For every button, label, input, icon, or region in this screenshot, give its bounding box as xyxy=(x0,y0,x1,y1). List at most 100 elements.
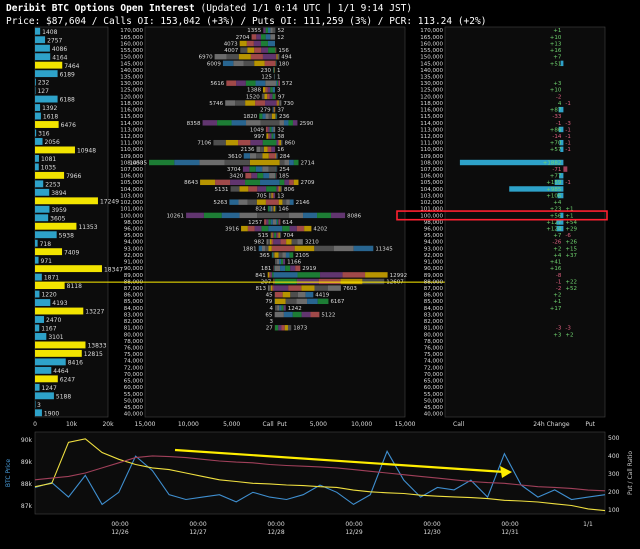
call-oi-bar xyxy=(271,146,275,152)
change-call-label: +4 xyxy=(553,200,562,206)
call-oi-value: 515 xyxy=(258,233,269,239)
call-oi-bar xyxy=(245,100,256,106)
put-oi-bar xyxy=(279,305,282,311)
change-bar xyxy=(560,60,564,67)
put-oi-value: 52 xyxy=(277,28,284,34)
call-oi-bar xyxy=(270,285,273,291)
call-oi-bar xyxy=(273,239,275,245)
put-oi-bar xyxy=(275,80,277,86)
left-bar xyxy=(35,70,58,78)
strike-label: 83,000 xyxy=(124,312,144,318)
strike-label: 102,000 xyxy=(120,200,143,206)
call-oi-bar xyxy=(243,153,250,159)
center-x-tick: 10,000 xyxy=(351,421,372,428)
change-strike-label: 155,000 xyxy=(420,48,443,54)
left-bar-label: 1618 xyxy=(43,114,58,121)
call-oi-bar xyxy=(224,159,250,166)
change-strike-label: 114,000 xyxy=(420,121,443,127)
call-oi-bar xyxy=(272,252,274,258)
call-oi-bar xyxy=(247,225,255,232)
call-oi-bar xyxy=(273,272,275,278)
strike-label: 86,000 xyxy=(124,293,144,299)
left-bar xyxy=(35,333,47,340)
put-oi-bar xyxy=(283,120,289,126)
call-oi-bar xyxy=(264,219,267,225)
ts-y-tick-right: 100 xyxy=(608,507,620,514)
put-oi-value: 1 xyxy=(277,68,281,74)
strike-label: 125,000 xyxy=(120,88,143,94)
change-strike-label: 140,000 xyxy=(420,68,443,74)
left-bar-label: 3894 xyxy=(51,190,66,197)
title-updated: (Updated 1/1 0:14 UTC | 1/1 9:14 JST) xyxy=(200,3,413,14)
put-oi-bar xyxy=(275,285,289,291)
center-x-tick: Call xyxy=(262,421,274,428)
call-oi-bar xyxy=(225,100,236,106)
left-bar xyxy=(35,222,77,230)
ts-y-tick-left: 87k xyxy=(21,503,33,510)
call-oi-value: 1355 xyxy=(247,28,261,34)
strike-label: 108,000 xyxy=(120,160,143,166)
left-bar xyxy=(35,290,40,298)
strike-label: 40,000 xyxy=(124,412,144,418)
change-strike-label: 118,000 xyxy=(420,101,443,107)
put-oi-bar xyxy=(275,305,278,311)
left-bar-label: 4464 xyxy=(53,368,68,375)
change-call-label: -1 xyxy=(556,279,561,285)
put-oi-bar xyxy=(292,120,298,126)
change-strike-label: 91,000 xyxy=(424,260,444,266)
call-oi-bar xyxy=(267,146,272,152)
call-oi-bar xyxy=(256,199,266,205)
call-oi-bar xyxy=(273,252,275,258)
change-strike-label: 50,000 xyxy=(424,398,444,404)
call-oi-bar xyxy=(273,133,275,139)
call-oi-bar xyxy=(254,60,265,67)
call-oi-bar xyxy=(245,80,256,86)
put-oi-bar xyxy=(275,311,284,318)
left-bar xyxy=(35,129,37,137)
change-call-label: +3 xyxy=(553,332,562,338)
call-oi-value: 10261 xyxy=(167,213,185,219)
call-oi-bar xyxy=(268,153,275,159)
strike-label: 55,000 xyxy=(124,392,144,398)
change-call-label: +41 xyxy=(550,260,562,266)
left-bar xyxy=(35,53,51,61)
change-put-label: -1 xyxy=(565,141,570,147)
call-oi-bar xyxy=(271,113,275,119)
put-oi-bar xyxy=(293,179,299,186)
trend-arrow-head xyxy=(500,466,512,478)
put-oi-value: 236 xyxy=(279,114,290,120)
left-bar xyxy=(35,324,40,332)
call-oi-value: 14535 xyxy=(130,160,148,166)
put-oi-value: 32 xyxy=(277,127,284,133)
call-oi-bar xyxy=(265,27,268,34)
left-x-tick: 10k xyxy=(66,421,78,428)
center-x-tick: Put xyxy=(277,421,287,428)
change-strike-label: 60,000 xyxy=(424,385,444,391)
call-oi-bar xyxy=(265,87,268,93)
strike-label: 135,000 xyxy=(120,74,143,80)
call-oi-bar xyxy=(267,40,275,47)
change-strike-label: 94,000 xyxy=(424,240,444,246)
call-oi-bar xyxy=(268,192,271,199)
change-strike-label: 92,000 xyxy=(424,253,444,259)
change-call-label: +1 xyxy=(553,28,561,34)
strike-label: 112,000 xyxy=(120,134,143,140)
call-oi-bar xyxy=(247,199,257,205)
call-oi-bar xyxy=(262,153,269,159)
put-oi-bar xyxy=(275,120,280,126)
call-oi-value: 8358 xyxy=(187,121,201,127)
change-strike-label: 78,000 xyxy=(424,339,444,345)
change-put-label: -1 xyxy=(565,134,570,140)
left-bar xyxy=(35,121,59,128)
put-oi-bar xyxy=(340,278,363,285)
call-oi-bar xyxy=(217,120,232,126)
put-oi-bar xyxy=(279,159,285,166)
left-bar xyxy=(35,104,41,111)
call-oi-bar xyxy=(259,113,263,119)
put-oi-value: 1166 xyxy=(287,260,301,266)
call-oi-value: 3916 xyxy=(225,227,239,233)
strike-label: 75,000 xyxy=(124,352,144,358)
call-oi-bar xyxy=(247,47,255,53)
change-strike-label: 116,000 xyxy=(420,108,443,114)
ts-x-tick-time: 00:00 xyxy=(111,521,128,528)
